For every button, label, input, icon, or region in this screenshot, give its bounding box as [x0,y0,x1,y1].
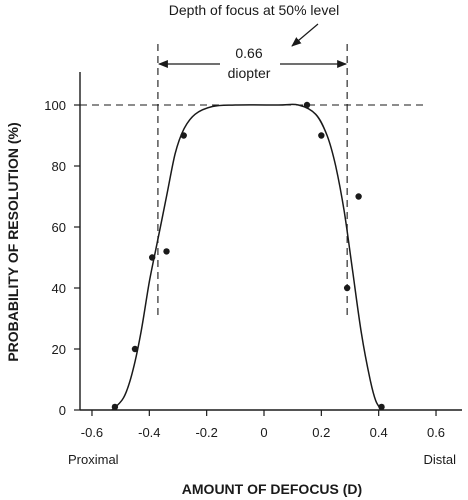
x-tick-label: 0.2 [312,425,330,440]
x-tick-label: 0 [260,425,267,440]
x-tick-label: -0.4 [138,425,160,440]
width-unit-label: diopter [228,65,271,81]
data-point [343,284,351,292]
data-point [303,101,311,109]
data-point [378,403,385,411]
y-tick-label: 0 [59,403,66,418]
note-pointer-arrow [291,23,319,47]
y-axis-title: PROBABILITY OF RESOLUTION (%) [5,122,21,361]
axis-ticks: -0.6 -0.4 -0.2 0 0.2 0.4 0.6 0 20 40 60 80 100 [44,98,445,440]
fitted-curve [111,103,383,411]
data-point [355,193,362,200]
proximal-label: Proximal [68,452,119,467]
data-point [318,132,325,139]
data-point [131,345,139,353]
x-tick-label: -0.6 [81,425,103,440]
x-tick-label: 0.6 [427,425,445,440]
depth-of-focus-note: Depth of focus at 50% level [169,2,339,18]
x-tick-label: -0.2 [195,425,217,440]
y-tick-label: 20 [52,342,66,357]
width-value-label: 0.66 [235,45,262,61]
y-tick-label: 40 [52,281,66,296]
x-tick-label: 0.4 [370,425,388,440]
reference-lines [80,44,425,318]
x-axis-title: AMOUNT OF DEFOCUS (D) [182,481,362,497]
data-points [111,101,385,411]
fitted-curve-layer [111,103,383,411]
data-point [111,403,119,411]
data-point [148,254,156,261]
y-tick-label: 80 [52,159,66,174]
y-tick-label: 60 [52,220,66,235]
data-point [180,132,187,139]
y-tick-label: 100 [44,98,66,113]
distal-label: Distal [423,452,456,467]
data-point [163,248,170,255]
